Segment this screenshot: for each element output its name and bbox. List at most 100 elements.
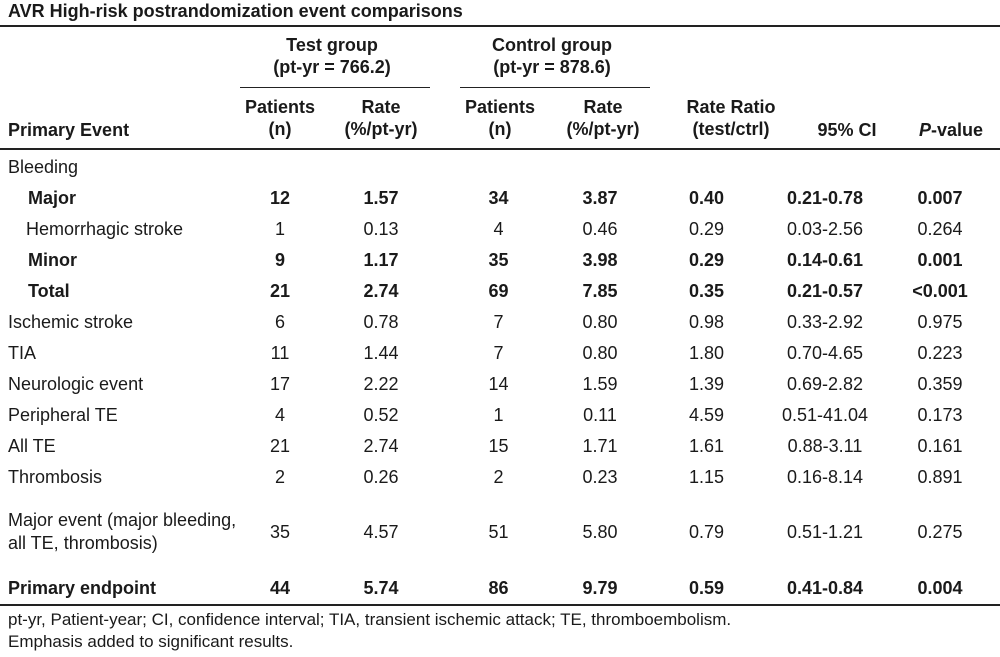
- ci-cell: 0.21-0.57: [786, 280, 864, 301]
- col-header-ctrl-rate: Rate (%/pt-yr): [543, 96, 663, 140]
- rate-ratio-cell: 1.61: [688, 435, 725, 456]
- event-name-cell: Hemorrhagic stroke: [26, 218, 184, 239]
- p-value-cell: 0.007: [917, 187, 963, 208]
- test-rate-cell: 1.17: [363, 249, 399, 270]
- ci-cell: 0.16-8.14: [786, 466, 864, 487]
- ci-cell: 0.21-0.78: [786, 187, 864, 208]
- col-header-ci: 95% CI: [817, 120, 877, 140]
- rate-ratio-cell: 0.40: [688, 187, 725, 208]
- ctrl-rate-cell: 0.11: [583, 404, 617, 425]
- event-name-cell: Bleeding: [8, 156, 79, 177]
- test-rate-cell: 1.44: [363, 342, 399, 363]
- ci-cell: 0.33-2.92: [786, 311, 864, 332]
- test-patients-cell: 1: [274, 218, 285, 239]
- p-italic: P: [918, 120, 931, 140]
- p-value-cell: 0.004: [917, 577, 963, 598]
- test-rate-cell: 0.52: [363, 404, 399, 425]
- ctrl-patients-cell: 86: [488, 577, 509, 598]
- p-value-cell: 0.275: [917, 522, 963, 542]
- test-patients-cell: 44: [269, 577, 291, 598]
- ctrl-rate-cell: 1.71: [582, 435, 618, 456]
- test-patients-cell: 17: [269, 373, 291, 394]
- test-rate-cell: 2.22: [363, 373, 399, 394]
- p-value-cell: 0.001: [917, 249, 963, 270]
- table-row: Bleeding: [0, 151, 1000, 182]
- ctrl-rate-cell: 0.23: [582, 466, 618, 487]
- ci-cell: 0.03-2.56: [786, 218, 864, 239]
- top-rule: [0, 25, 1000, 27]
- ci-cell: 0.70-4.65: [786, 342, 864, 363]
- test-rate-cell: 0.78: [363, 311, 399, 332]
- col-header-line: Rate: [583, 97, 623, 117]
- ctrl-patients-cell: 1: [493, 404, 504, 425]
- table-row: Major 12 1.57 34 3.87 0.40 0.21-0.78 0.007: [0, 182, 1000, 213]
- control-group-ptyr: (pt-yr = 878.6): [493, 57, 611, 77]
- ctrl-rate-cell: 7.85: [582, 280, 618, 301]
- footnotes: pt-yr, Patient-year; CI, confidence inte…: [8, 609, 731, 653]
- event-name-cell: Minor: [28, 249, 77, 270]
- col-header-line: Patients: [464, 97, 536, 117]
- col-header-test-patients: Patients (n): [238, 96, 322, 140]
- test-patients-cell: 4: [274, 404, 285, 425]
- table-row: Total 21 2.74 69 7.85 0.35 0.21-0.57 <0.001: [0, 275, 1000, 306]
- ci-cell: [770, 151, 880, 182]
- col-header-line: (%/pt-yr): [344, 119, 418, 139]
- p-value-cell: [880, 151, 1000, 182]
- col-header-p-value: P-value: [902, 119, 1000, 141]
- test-rate-cell: 1.57: [363, 187, 399, 208]
- test-patients-cell: 11: [270, 342, 290, 363]
- ctrl-rate-cell: 0.46: [582, 218, 618, 239]
- p-value-cell: 0.891: [917, 466, 963, 487]
- event-name-cell: Neurologic event: [8, 373, 144, 394]
- event-name-cell: Major: [28, 187, 77, 208]
- event-name-cell: Peripheral TE: [8, 404, 118, 425]
- test-patients-cell: 9: [274, 249, 285, 270]
- header-rule: [0, 148, 1000, 150]
- p-value-cell: 0.173: [917, 404, 963, 425]
- test-rate-cell: [322, 151, 440, 182]
- rate-ratio-cell: 0.29: [688, 249, 725, 270]
- ctrl-patients-cell: 14: [488, 373, 509, 394]
- ci-cell: 0.51-41.04: [781, 404, 869, 425]
- rate-ratio-cell: 1.80: [688, 342, 725, 363]
- test-rate-cell: 0.26: [363, 466, 399, 487]
- ctrl-patients-cell: 7: [493, 342, 504, 363]
- ctrl-patients-cell: 15: [488, 435, 509, 456]
- col-header-event: Primary Event: [8, 120, 130, 140]
- p-value-cell: 0.161: [917, 435, 963, 456]
- table-title: AVR High-risk postrandomization event co…: [8, 1, 463, 21]
- test-group-ptyr: (pt-yr = 766.2): [273, 57, 391, 77]
- ctrl-rate-cell: 0.80: [582, 311, 618, 332]
- ctrl-rate-cell: 9.79: [582, 577, 618, 598]
- test-patients-cell: 6: [274, 311, 285, 332]
- footnote-abbreviations: pt-yr, Patient-year; CI, confidence inte…: [8, 610, 732, 629]
- ctrl-rate-cell: [557, 151, 643, 182]
- ctrl-patients-cell: 51: [488, 522, 509, 542]
- col-header-rate-ratio: Rate Ratio (test/ctrl): [670, 96, 792, 140]
- table-row: Minor 9 1.17 35 3.98 0.29 0.14-0.61 0.001: [0, 244, 1000, 275]
- col-header-ctrl-patients: Patients (n): [457, 96, 543, 140]
- ctrl-patients-cell: 35: [488, 249, 509, 270]
- ci-cell: 0.51-1.21: [786, 522, 864, 542]
- ctrl-patients-cell: 2: [493, 466, 504, 487]
- test-rate-cell: 0.13: [363, 218, 399, 239]
- ci-cell: 0.69-2.82: [786, 373, 864, 394]
- table-row: TIA 11 1.44 7 0.80 1.80 0.70-4.65 0.223: [0, 337, 1000, 368]
- bottom-rule: [0, 604, 1000, 606]
- test-rate-cell: 4.57: [363, 522, 399, 542]
- table-row: Primary endpoint 44 5.74 86 9.79 0.59 0.41-0.8…: [0, 572, 1000, 603]
- event-name-cell: All TE: [8, 435, 56, 456]
- table-row: Ischemic stroke 6 0.78 7 0.80 0.98 0.33-2.92 0.…: [0, 306, 1000, 337]
- test-rate-cell: 2.74: [363, 435, 399, 456]
- col-header-line: (test/ctrl): [692, 119, 770, 139]
- p-value-cell: 0.223: [917, 342, 963, 363]
- table-row: Thrombosis 2 0.26 2 0.23 1.15 0.16-8.14 0.891: [0, 461, 1000, 492]
- event-name-cell: Primary endpoint: [8, 577, 157, 598]
- events-table: Bleeding Major 12 1.57 34 3.87 0.40 0.21-0.78 0.…: [0, 151, 1000, 603]
- test-patients-cell: 12: [269, 187, 291, 208]
- ctrl-patients-cell: [440, 151, 557, 182]
- test-patients-cell: 35: [269, 522, 291, 542]
- event-name-cell: Total: [28, 280, 70, 301]
- col-header-line: Patients: [244, 97, 316, 117]
- test-rate-cell: 2.74: [363, 280, 399, 301]
